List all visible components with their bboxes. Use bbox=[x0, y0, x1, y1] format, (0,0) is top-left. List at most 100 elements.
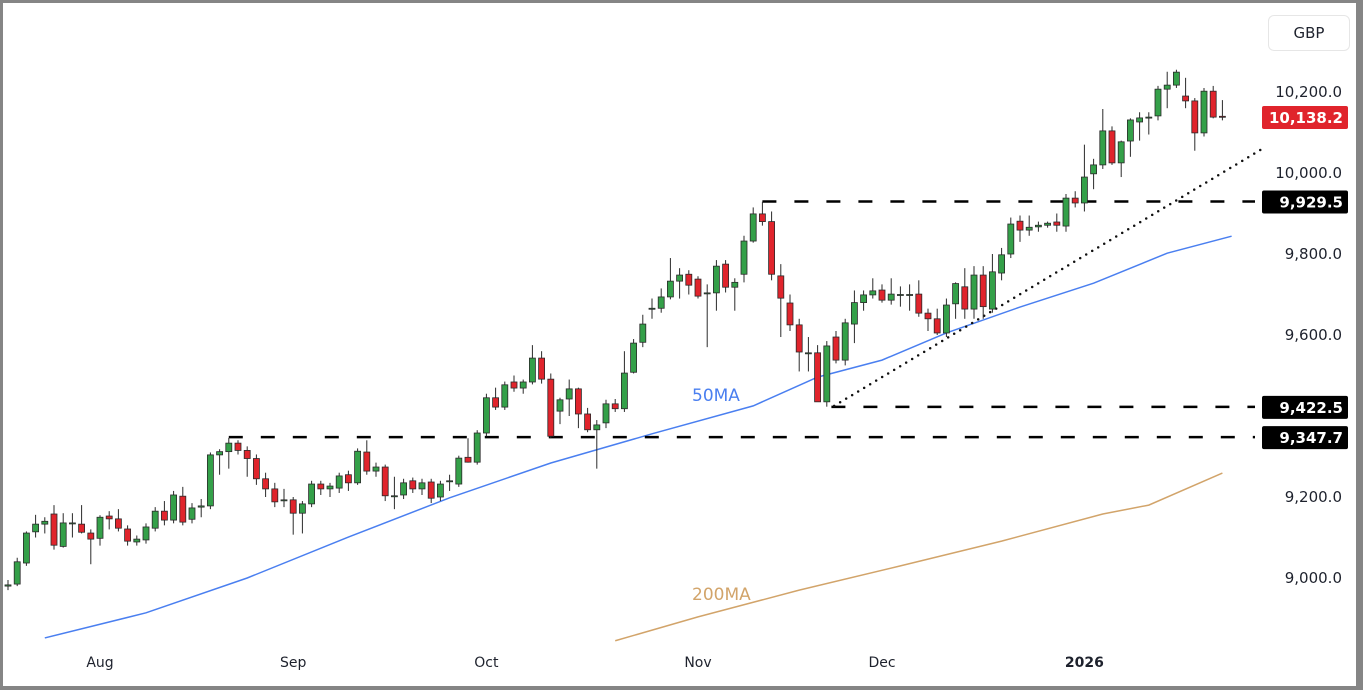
candle bbox=[565, 379, 573, 416]
candle bbox=[915, 280, 923, 317]
candle-body bbox=[970, 274, 978, 310]
y-tick-label: 10,200.0 bbox=[1275, 83, 1342, 101]
candle-body bbox=[713, 265, 720, 294]
candle-body bbox=[188, 507, 196, 520]
candle bbox=[768, 211, 775, 281]
candle bbox=[4, 580, 12, 591]
candle-body bbox=[317, 483, 325, 490]
candle-body bbox=[1200, 90, 1208, 134]
candle bbox=[501, 381, 509, 410]
candle-body bbox=[998, 254, 1005, 274]
candle-body bbox=[556, 399, 564, 412]
candle bbox=[32, 514, 40, 538]
candle bbox=[823, 341, 831, 407]
candle bbox=[906, 284, 913, 311]
candle bbox=[492, 387, 500, 410]
candle bbox=[262, 472, 270, 497]
candle bbox=[473, 430, 481, 465]
y-tick-label: 9,600.0 bbox=[1285, 326, 1342, 344]
candle-body bbox=[446, 480, 454, 483]
x-tick-label: Sep bbox=[280, 655, 307, 671]
candle-body bbox=[1154, 88, 1162, 117]
candle bbox=[326, 482, 334, 497]
candle-body bbox=[814, 352, 821, 403]
candle-body bbox=[529, 357, 536, 383]
candle bbox=[1071, 191, 1079, 208]
candle bbox=[59, 513, 67, 548]
candle bbox=[1219, 100, 1226, 121]
candle bbox=[1209, 85, 1217, 119]
candle-body bbox=[906, 294, 913, 296]
candle-body bbox=[952, 283, 959, 305]
candle bbox=[142, 523, 150, 544]
candle bbox=[482, 393, 490, 437]
candle bbox=[694, 276, 702, 299]
candle-body bbox=[41, 520, 49, 525]
candle bbox=[105, 511, 113, 530]
candle-body bbox=[887, 293, 895, 301]
candle-body bbox=[418, 482, 426, 490]
candle-body bbox=[703, 292, 711, 295]
candle-body bbox=[519, 381, 527, 389]
candle-body bbox=[648, 307, 656, 310]
candle bbox=[556, 397, 564, 425]
y-tick-label: 9,200.0 bbox=[1285, 488, 1342, 506]
candle-body bbox=[694, 278, 702, 297]
candle-body bbox=[1127, 119, 1134, 142]
candle-body bbox=[823, 345, 831, 403]
candle bbox=[1007, 217, 1015, 259]
candle bbox=[611, 398, 619, 412]
candle bbox=[1191, 98, 1199, 151]
candle-body bbox=[280, 499, 288, 502]
candle-body bbox=[611, 403, 619, 410]
candle-body bbox=[501, 384, 509, 408]
candle-body bbox=[335, 475, 343, 489]
candle-body bbox=[492, 397, 500, 408]
candle bbox=[124, 525, 131, 546]
candle-body bbox=[841, 322, 849, 361]
candle bbox=[841, 318, 849, 366]
candle-body bbox=[1173, 71, 1180, 86]
level-tag-box bbox=[1262, 426, 1348, 450]
candlestick-chart[interactable]: 50MA 200MA 9,000.0 9,200.0 9,600.0 9,800.0 10,… bbox=[3, 3, 1356, 686]
y-tick-label: 10,000.0 bbox=[1275, 164, 1342, 182]
candle-body bbox=[243, 450, 251, 459]
candle bbox=[676, 268, 683, 299]
candle-body bbox=[1035, 224, 1042, 228]
candle bbox=[170, 490, 178, 524]
x-tick-label: Oct bbox=[474, 655, 499, 671]
y-tick-label: 9,000.0 bbox=[1285, 569, 1342, 587]
candle-body bbox=[1191, 100, 1199, 134]
candle bbox=[667, 258, 674, 300]
candle-body bbox=[777, 275, 785, 299]
level-tag-box bbox=[1262, 190, 1348, 214]
candle-body bbox=[50, 513, 58, 546]
currency-button[interactable]: GBP bbox=[1268, 15, 1350, 51]
candle-body bbox=[160, 510, 168, 521]
candle bbox=[1200, 87, 1208, 137]
candle bbox=[869, 278, 877, 299]
candle-body bbox=[344, 474, 352, 484]
candle-body bbox=[979, 274, 987, 308]
candle bbox=[593, 420, 601, 469]
candle-body bbox=[262, 478, 270, 490]
candle bbox=[464, 438, 472, 463]
candle bbox=[243, 446, 251, 477]
candle bbox=[961, 268, 969, 319]
candle bbox=[206, 452, 214, 510]
candle-body bbox=[87, 532, 95, 540]
candle-body bbox=[869, 290, 877, 296]
candle bbox=[1182, 77, 1189, 109]
candle-body bbox=[897, 294, 904, 296]
x-tick-label: Nov bbox=[684, 655, 711, 671]
candle bbox=[740, 235, 748, 283]
candle bbox=[363, 440, 371, 475]
candle bbox=[400, 478, 408, 500]
candle-body bbox=[32, 523, 40, 533]
candle-body bbox=[59, 522, 67, 547]
candle-body bbox=[390, 495, 398, 498]
candle-body bbox=[363, 451, 371, 472]
candle-body bbox=[427, 481, 435, 499]
candle bbox=[519, 379, 527, 394]
candle bbox=[998, 247, 1005, 281]
